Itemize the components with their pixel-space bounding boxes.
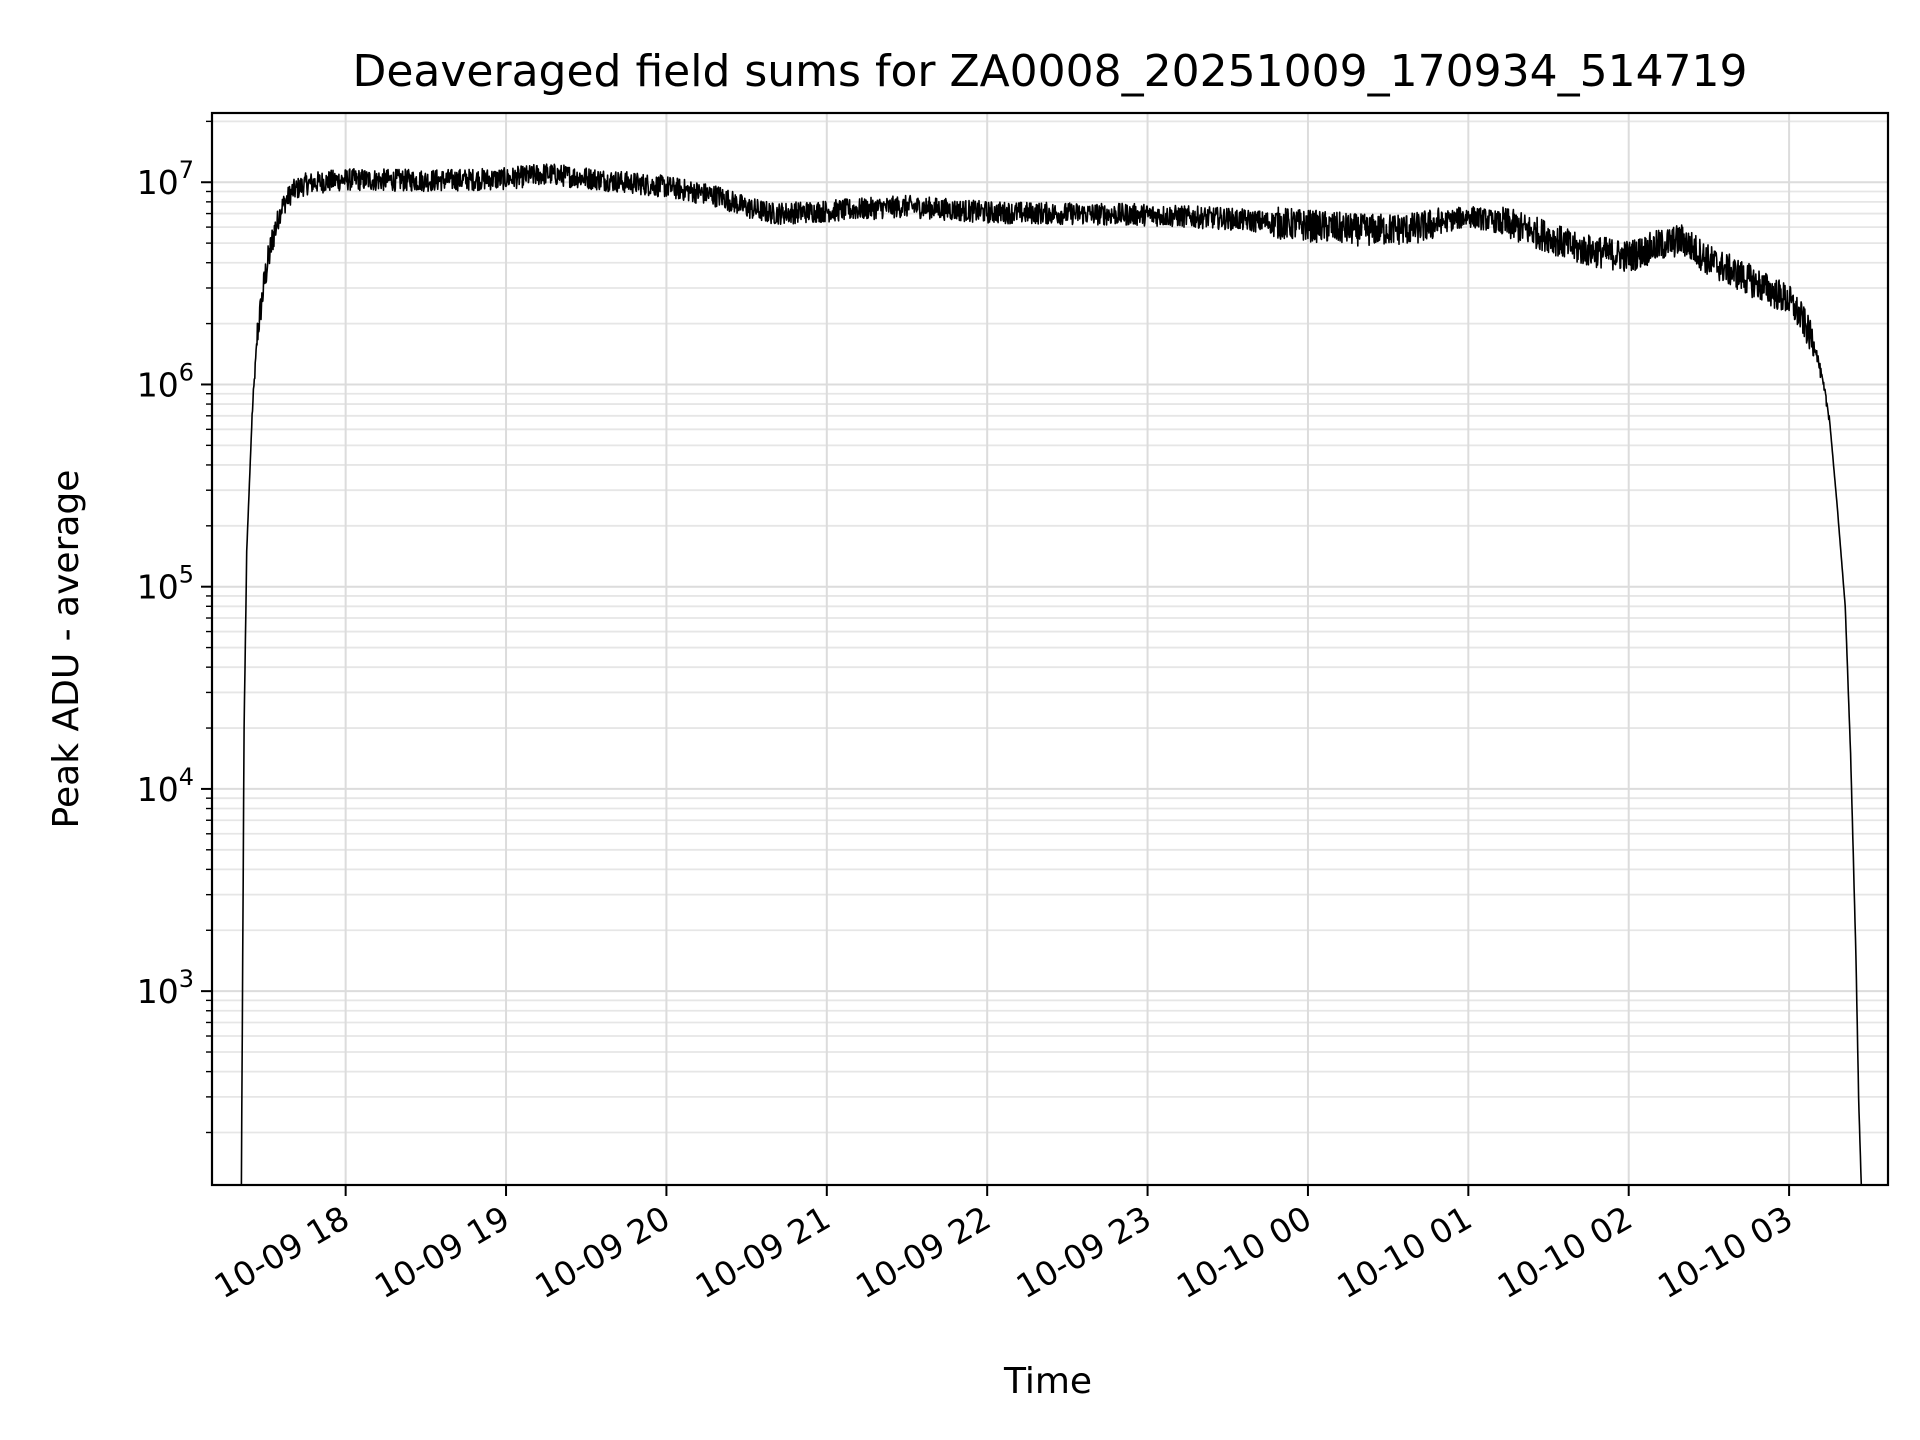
y-tick-label: 103	[137, 965, 194, 1011]
y-axis: 103 104 105 106 107	[137, 120, 212, 1134]
series-line	[240, 163, 1863, 1186]
x-axis-label: Time	[1003, 1361, 1092, 1402]
y-tick-label: 105	[137, 561, 194, 607]
y-tick-label: 104	[137, 763, 194, 809]
y-tick-label: 106	[137, 358, 194, 404]
y-axis-label: Peak ADU - average	[46, 470, 87, 829]
series-layer	[240, 163, 1863, 1186]
y-tick-label: 107	[137, 156, 194, 202]
plot-frame	[210, 111, 1890, 1187]
chart-title: Deaveraged field sums for ZA0008_2025100…	[352, 46, 1747, 97]
